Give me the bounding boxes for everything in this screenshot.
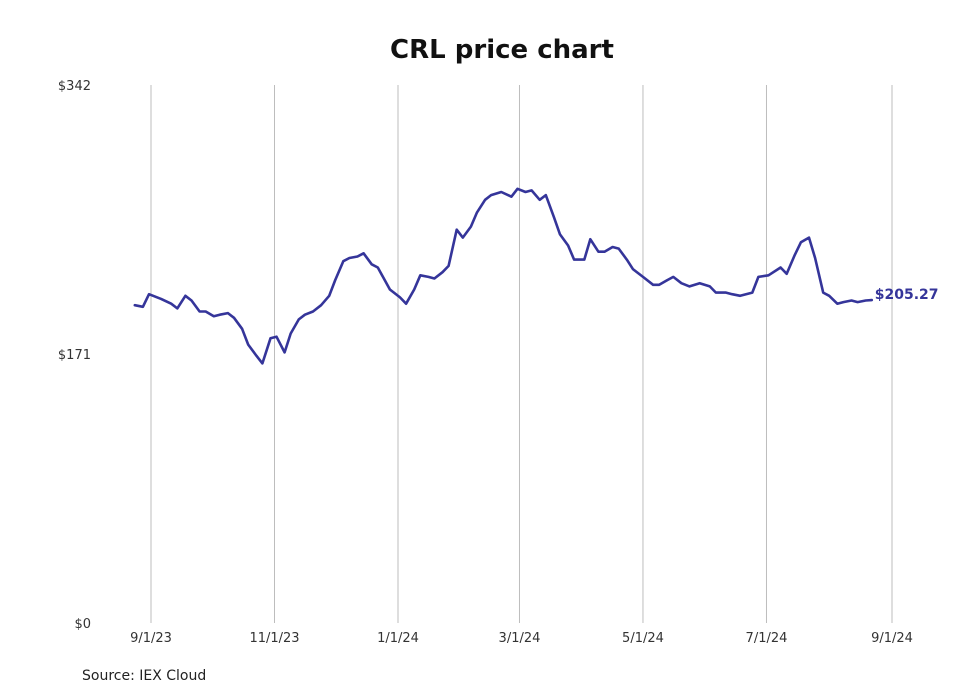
y-tick-label: $342 (58, 79, 91, 94)
x-tick-label: 9/1/23 (130, 631, 172, 646)
last-price-label: $205.27 (875, 287, 939, 303)
x-tick-label: 11/1/23 (249, 631, 299, 646)
x-tick-label: 7/1/24 (746, 631, 788, 646)
x-tick-label: 1/1/24 (377, 631, 419, 646)
price-line (133, 187, 874, 365)
x-tick-label: 3/1/24 (499, 631, 541, 646)
y-axis: $0 $171 $342 (58, 79, 91, 632)
x-tick-label: 9/1/24 (871, 631, 913, 646)
x-axis: 9/1/23 11/1/23 1/1/24 3/1/24 5/1/24 7/1/24 9/1… (130, 631, 913, 646)
source-note: Source: IEX Cloud (82, 668, 207, 684)
x-gridlines (150, 85, 893, 623)
y-tick-label: $171 (58, 348, 91, 363)
x-tick-label: 5/1/24 (622, 631, 664, 646)
chart-title: CRL price chart (390, 35, 614, 65)
y-tick-label: $0 (74, 617, 91, 632)
